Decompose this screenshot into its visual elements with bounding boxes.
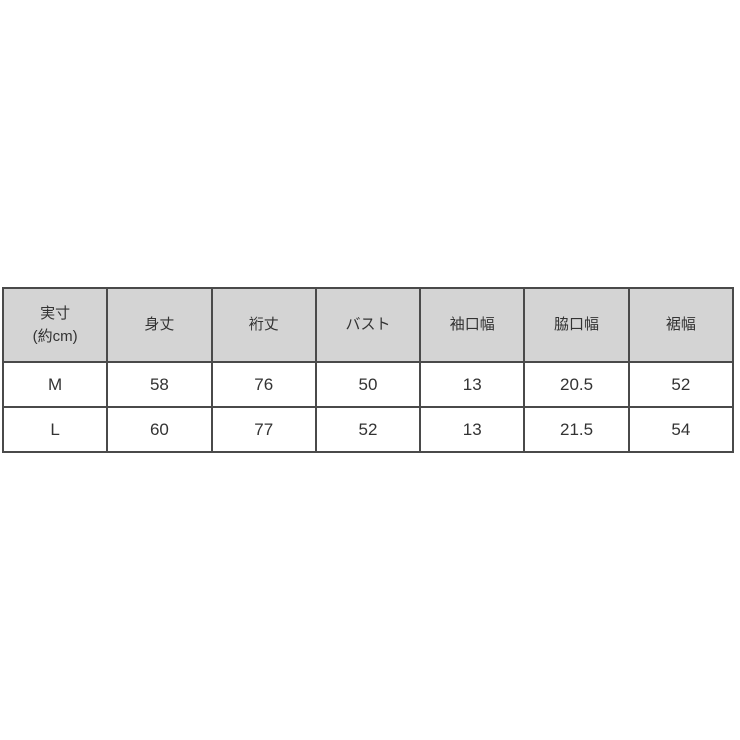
header-row: 実寸 (約cm) 身丈 裄丈 バスト 袖口幅 脇口幅 裾幅 <box>1 287 735 363</box>
value-cell: 58 <box>106 361 213 408</box>
value-cell: 20.5 <box>523 361 630 408</box>
header-cell-actual-size-unit: 実寸 (約cm) <box>1 287 109 363</box>
value-cell: 13 <box>419 361 526 408</box>
value-cell: 50 <box>314 361 422 408</box>
size-label-cell: M <box>1 361 109 408</box>
header-cell-body-length: 身丈 <box>106 287 213 363</box>
header-cell-sleeve-length: 裄丈 <box>210 287 317 363</box>
size-label-cell: L <box>1 406 109 453</box>
table-row-size-l: L 60 77 52 13 21.5 54 <box>1 406 735 453</box>
header-cell-hem-width: 裾幅 <box>627 287 735 363</box>
value-cell: 60 <box>106 406 213 453</box>
value-cell: 13 <box>419 406 526 453</box>
table-row-size-m: M 58 76 50 13 20.5 52 <box>1 361 735 408</box>
value-cell: 54 <box>627 406 735 453</box>
value-cell: 21.5 <box>523 406 630 453</box>
header-cell-bust: バスト <box>314 287 422 363</box>
header-cell-armhole-width: 脇口幅 <box>523 287 630 363</box>
size-chart-table: 実寸 (約cm) 身丈 裄丈 バスト 袖口幅 脇口幅 裾幅 M 58 76 50… <box>1 287 735 453</box>
value-cell: 77 <box>210 406 317 453</box>
value-cell: 52 <box>627 361 735 408</box>
header-cell-cuff-width: 袖口幅 <box>419 287 526 363</box>
value-cell: 76 <box>210 361 317 408</box>
value-cell: 52 <box>314 406 422 453</box>
